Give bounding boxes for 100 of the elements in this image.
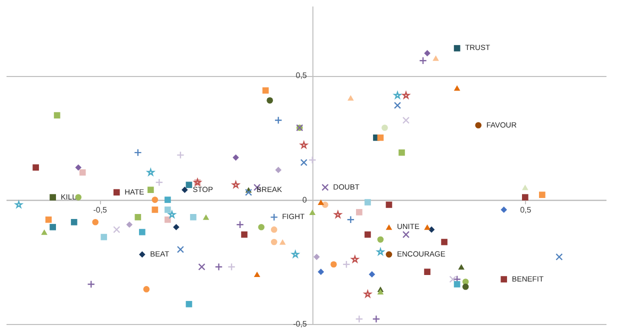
point bbox=[54, 112, 60, 118]
y-tick-label: 0,5 bbox=[296, 71, 308, 80]
point bbox=[198, 263, 206, 270]
point bbox=[318, 268, 324, 275]
point bbox=[386, 251, 392, 258]
point bbox=[202, 214, 210, 220]
point bbox=[382, 124, 388, 131]
point bbox=[539, 192, 546, 198]
point bbox=[309, 209, 316, 215]
point bbox=[70, 218, 78, 226]
point bbox=[522, 184, 528, 190]
point bbox=[419, 56, 427, 65]
point bbox=[454, 45, 460, 52]
point bbox=[164, 216, 171, 223]
point bbox=[346, 216, 355, 224]
point bbox=[270, 226, 278, 233]
point bbox=[279, 239, 286, 245]
point bbox=[164, 206, 171, 213]
point bbox=[148, 186, 154, 194]
point bbox=[522, 194, 528, 200]
point bbox=[32, 164, 39, 171]
point bbox=[454, 85, 460, 91]
point bbox=[275, 166, 282, 174]
point bbox=[100, 234, 108, 240]
point bbox=[334, 210, 342, 218]
point bbox=[270, 238, 278, 246]
point bbox=[368, 271, 376, 278]
point bbox=[342, 260, 350, 268]
point bbox=[356, 209, 362, 216]
point bbox=[377, 134, 384, 141]
point bbox=[313, 254, 320, 260]
point bbox=[113, 226, 120, 234]
point bbox=[15, 200, 22, 208]
point bbox=[364, 199, 371, 206]
point bbox=[556, 253, 563, 260]
point bbox=[462, 284, 469, 290]
point bbox=[402, 116, 410, 124]
point bbox=[164, 196, 171, 203]
point bbox=[398, 149, 405, 156]
point bbox=[176, 246, 184, 254]
point bbox=[139, 228, 146, 236]
y-tick-label: -0,5 bbox=[293, 320, 308, 328]
point bbox=[322, 202, 328, 208]
point bbox=[75, 164, 82, 171]
point bbox=[300, 158, 308, 166]
point bbox=[152, 206, 158, 213]
point bbox=[236, 220, 244, 229]
point bbox=[428, 226, 435, 233]
point bbox=[454, 281, 460, 288]
y-tick-label: 0 bbox=[302, 195, 308, 204]
point bbox=[254, 272, 260, 278]
point bbox=[173, 224, 180, 230]
point bbox=[232, 154, 239, 161]
point bbox=[355, 315, 364, 323]
point bbox=[214, 262, 223, 271]
point bbox=[424, 224, 430, 230]
point bbox=[134, 148, 142, 157]
point bbox=[318, 200, 324, 206]
point bbox=[176, 151, 184, 160]
point bbox=[500, 276, 508, 282]
point bbox=[50, 224, 56, 230]
point bbox=[475, 122, 482, 128]
point bbox=[322, 184, 329, 191]
point bbox=[458, 264, 464, 270]
point bbox=[45, 216, 52, 223]
point bbox=[126, 221, 133, 228]
point bbox=[168, 210, 176, 218]
point bbox=[394, 102, 402, 109]
point bbox=[190, 214, 196, 220]
point bbox=[274, 116, 282, 124]
point bbox=[372, 315, 380, 323]
point bbox=[500, 206, 508, 213]
point bbox=[424, 50, 430, 56]
point bbox=[241, 231, 248, 238]
point bbox=[228, 262, 236, 271]
point bbox=[50, 194, 56, 200]
point bbox=[155, 178, 164, 186]
point bbox=[79, 169, 86, 176]
point bbox=[330, 261, 337, 268]
point bbox=[377, 288, 384, 294]
point bbox=[364, 231, 371, 238]
point bbox=[182, 186, 188, 194]
point bbox=[139, 251, 146, 258]
point bbox=[134, 214, 142, 220]
point bbox=[41, 229, 48, 235]
point bbox=[92, 218, 99, 226]
point bbox=[348, 95, 354, 101]
point bbox=[152, 196, 158, 203]
point bbox=[402, 231, 410, 238]
point bbox=[186, 182, 192, 188]
point bbox=[441, 238, 448, 246]
point bbox=[424, 268, 430, 275]
point bbox=[244, 188, 252, 196]
point bbox=[143, 286, 150, 292]
point bbox=[262, 87, 269, 94]
point bbox=[270, 213, 278, 222]
point bbox=[186, 300, 192, 308]
point bbox=[386, 224, 392, 230]
point bbox=[432, 55, 439, 61]
point bbox=[266, 97, 273, 104]
